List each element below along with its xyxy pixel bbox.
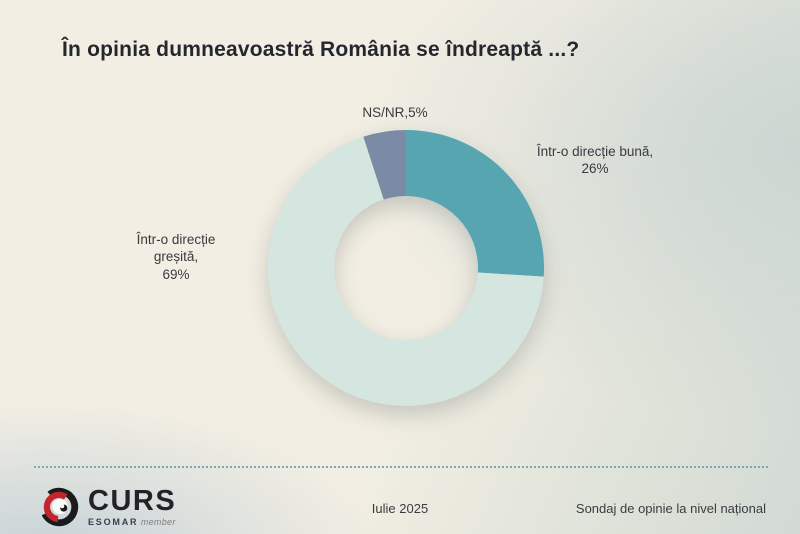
slice-label-buna-line2: 26% [581, 161, 609, 177]
donut-slice-0 [406, 130, 545, 277]
slice-label-gresita-line1: Într-o direcție [136, 232, 216, 247]
esomar-label: ESOMAR [88, 517, 139, 528]
curs-logo: CURS ESOMAR member [38, 486, 176, 528]
footer-date: Iulie 2025 [371, 501, 429, 516]
page-title: În opinia dumneavoastră România se îndre… [62, 38, 580, 61]
footer-note: Sondaj de opinie la nivel național [575, 501, 766, 516]
member-label: member [140, 517, 176, 528]
donut-slice-1 [268, 136, 544, 406]
slice-label-gresita: Într-o direcție greșită, 69% [106, 231, 246, 283]
donut-chart [268, 130, 545, 406]
curs-logo-text-block: CURS ESOMAR member [88, 485, 177, 528]
slice-label-buna: Într-o direcție bună, 26% [510, 143, 680, 178]
slice-label-gresita-line3: 69% [162, 266, 190, 282]
slice-label-gresita-line2: greșită, [153, 249, 199, 265]
slice-label-nsnr: NS/NR,5% [320, 104, 470, 121]
footer-divider [34, 466, 768, 468]
donut-slice-2 [363, 130, 406, 200]
slice-label-buna-line1: Într-o direcție bună, [536, 144, 654, 159]
curs-logo-subtext: ESOMAR member [88, 517, 176, 527]
slice-label-nsnr-text: NS/NR,5% [362, 105, 428, 120]
chart-area: NS/NR,5% Într-o direcție bună, 26% Într-… [106, 104, 680, 406]
curs-logo-wordmark: CURS [88, 485, 177, 517]
curs-logo-swirl-icon [39, 487, 79, 527]
